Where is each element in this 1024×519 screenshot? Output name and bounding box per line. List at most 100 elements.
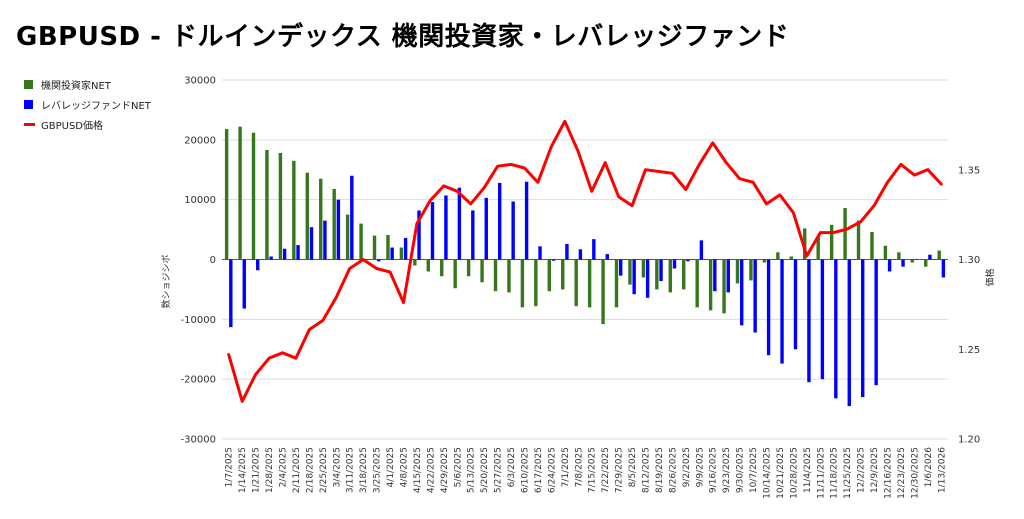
bar-institutional — [910, 259, 914, 263]
x-tick-label: 9/30/2025 — [736, 447, 746, 493]
x-tick-label: 8/26/2025 — [668, 447, 678, 493]
bar-institutional — [587, 259, 592, 308]
bar-leveraged — [820, 259, 825, 380]
x-tick-label: 3/18/2025 — [359, 447, 369, 493]
price-point — [389, 271, 391, 273]
bar-institutional — [574, 259, 578, 307]
bar-institutional — [520, 259, 525, 308]
price-point — [792, 212, 794, 214]
bar-leveraged — [350, 175, 354, 260]
x-tick-label: 1/6/2026 — [924, 447, 934, 488]
y-right-tick-label: 1.20 — [958, 435, 980, 446]
bar-leveraged — [887, 259, 892, 272]
price-point — [886, 181, 889, 183]
bar-institutional — [870, 231, 874, 260]
bar-institutional — [305, 172, 309, 260]
bar-institutional — [614, 259, 619, 308]
chart-title: GBPUSD - ドルインデックス 機関投資家・レバレッジファンド — [16, 22, 790, 52]
x-tick-label: 7/15/2025 — [588, 447, 598, 493]
price-point — [846, 228, 848, 230]
bar-leveraged — [578, 249, 583, 260]
legend-label-price: GBPUSD価格 — [41, 120, 104, 132]
bar-leveraged — [632, 259, 636, 295]
bar-institutional — [345, 214, 350, 260]
x-tick-label: 10/21/2025 — [776, 447, 786, 499]
price-point — [739, 178, 741, 180]
bar-leveraged — [941, 259, 946, 278]
series-line-price — [227, 119, 943, 403]
x-tick-label: 7/8/2025 — [574, 447, 584, 487]
x-tick-label: 1/14/2025 — [238, 447, 248, 493]
price-point — [456, 190, 458, 192]
price-point — [927, 169, 929, 171]
bar-leveraged — [498, 182, 502, 260]
price-point — [349, 267, 351, 270]
y-left-tick-label: -10000 — [181, 315, 216, 326]
bar-leveraged — [417, 210, 421, 260]
price-point — [564, 120, 566, 122]
legend-label-leveraged: レバレッジファンドNET — [41, 100, 151, 112]
bar-leveraged — [861, 259, 865, 398]
bar-leveraged — [914, 259, 919, 260]
price-point — [765, 203, 768, 205]
x-tick-label: 11/4/2025 — [803, 447, 813, 493]
x-tick-label: 7/22/2025 — [601, 447, 611, 493]
bar-leveraged — [793, 259, 798, 350]
bar-leveraged — [928, 254, 932, 260]
bar-institutional — [386, 234, 390, 260]
bar-institutional — [278, 152, 283, 260]
legend-swatch-price — [24, 122, 35, 126]
price-point — [550, 145, 552, 148]
x-tick-label: 2/4/2025 — [279, 447, 289, 487]
y-left-tick-label: -30000 — [181, 435, 216, 446]
x-tick-label: 9/9/2025 — [695, 447, 705, 487]
bar-institutional — [776, 252, 780, 260]
legend-item-leveraged: レバレッジファンドNET — [24, 94, 151, 114]
price-point — [402, 301, 405, 304]
bar-institutional — [372, 235, 377, 260]
x-tick-label: 11/25/2025 — [843, 447, 853, 499]
bar-leveraged — [377, 259, 381, 262]
x-tick-label: 8/5/2025 — [628, 447, 638, 487]
x-tick-label: 4/15/2025 — [413, 447, 423, 493]
legend-label-institutional: 機関投資家NET — [41, 80, 111, 92]
x-tick-label: 5/6/2025 — [453, 447, 463, 487]
price-point — [913, 174, 915, 176]
bar-institutional — [789, 256, 793, 260]
price-point — [281, 352, 284, 354]
x-tick-label: 3/25/2025 — [373, 447, 383, 493]
bar-institutional — [440, 259, 444, 277]
bar-institutional — [816, 236, 820, 260]
x-tick-label: 6/17/2025 — [534, 447, 544, 493]
price-point — [779, 194, 781, 196]
x-tick-label: 7/29/2025 — [615, 447, 625, 493]
x-tick-label: 12/2/2025 — [857, 447, 867, 493]
bar-leveraged — [430, 202, 435, 260]
bar-leveraged — [807, 259, 811, 383]
price-point — [429, 199, 431, 201]
bar-institutional — [238, 126, 242, 260]
bar-leveraged — [444, 195, 448, 260]
y-left-tick-label: 20000 — [184, 135, 216, 146]
bar-institutional — [399, 247, 404, 260]
x-tick-label: 6/24/2025 — [547, 447, 557, 493]
price-point — [523, 167, 526, 169]
bar-institutional — [507, 259, 511, 293]
bar-institutional — [453, 259, 457, 289]
price-point — [577, 151, 579, 153]
price-point — [604, 161, 606, 164]
bar-institutional — [534, 259, 538, 307]
bar-leveraged — [901, 259, 905, 267]
bar-institutional — [480, 259, 484, 283]
price-point — [644, 169, 647, 171]
bar-institutional — [493, 259, 498, 292]
bar-leveraged — [296, 245, 300, 260]
bar-institutional — [749, 259, 753, 281]
price-point — [241, 400, 243, 402]
bar-institutional — [695, 259, 699, 308]
price-point — [255, 373, 257, 375]
x-tick-label: 12/16/2025 — [884, 447, 894, 499]
price-point — [631, 205, 633, 207]
bar-institutional — [265, 150, 269, 260]
